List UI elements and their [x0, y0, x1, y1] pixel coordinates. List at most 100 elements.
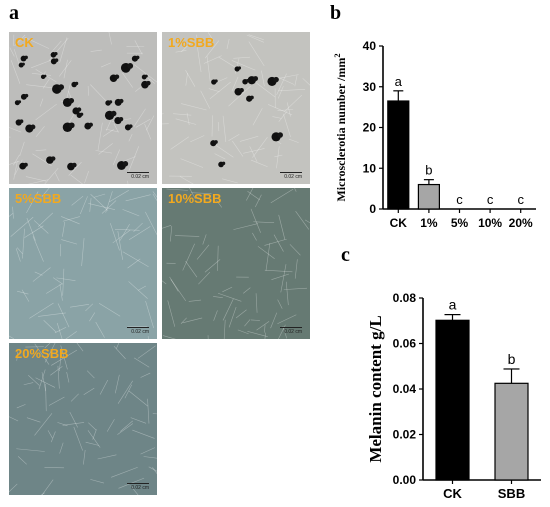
y-tick-label: 0.00	[393, 473, 417, 487]
microsclerotium-dot	[250, 95, 254, 100]
y-tick-label: 20	[363, 121, 377, 135]
scale-bar	[280, 172, 302, 173]
bar	[494, 382, 529, 481]
microsclerotium-dot	[54, 52, 58, 56]
micrograph-texture	[9, 188, 157, 339]
significance-letter: a	[395, 74, 403, 89]
y-axis-label: Melanin content g/L	[366, 315, 385, 462]
y-tick-label: 0.06	[393, 337, 417, 351]
microsclerotium-dot	[30, 124, 36, 130]
microsclerotium-dot	[135, 55, 140, 60]
microsclerotium-dot	[273, 76, 279, 83]
panel-c-letter: c	[341, 244, 350, 266]
significance-letter: b	[508, 351, 516, 367]
microsclerotium-dot	[118, 117, 124, 122]
microsclerotium-dot	[127, 62, 134, 69]
micrograph-10-sbb: 10%SBB 0.02 cm	[162, 188, 310, 339]
microsclerotium-dot	[50, 156, 56, 161]
microsclerotium-dot	[43, 74, 47, 78]
microsclerotium-dot	[114, 74, 120, 80]
panel-b-letter: b	[330, 2, 342, 24]
microsclerotium-dot	[239, 87, 244, 93]
hyphae-texture	[9, 343, 157, 495]
microsclerotium-dot	[68, 122, 75, 129]
microsclerotium-dot	[144, 74, 148, 78]
microsclerotium-dot	[245, 78, 250, 83]
hyphae-texture	[162, 188, 310, 339]
x-tick-label: CK	[390, 216, 408, 230]
x-tick-label: 1%	[420, 216, 438, 230]
y-tick-label: 30	[363, 80, 377, 94]
scale-bar	[280, 327, 302, 328]
scale-text: 0.02 cm	[284, 174, 302, 180]
micrograph-texture	[9, 343, 157, 495]
microsclerotium-dot	[128, 124, 133, 129]
microsclerotium-dot	[108, 100, 113, 104]
microsclerotium-dot	[122, 161, 129, 167]
micrograph-5-sbb: 5%SBB 0.02 cm	[9, 188, 157, 339]
microsclerotium-dot	[54, 58, 59, 62]
microsclerotium-dot	[146, 80, 151, 86]
micrograph-label: 10%SBB	[168, 191, 222, 206]
microsclerotium-dot	[214, 79, 218, 83]
micrograph-20-sbb: 20%SBB 0.02 cm	[9, 343, 157, 495]
microsclerotium-dot	[72, 162, 77, 168]
scale-bar	[127, 172, 149, 173]
significance-letter: c	[517, 192, 524, 207]
microsclerotium-dot	[24, 55, 28, 60]
y-tick-label: 10	[363, 161, 377, 175]
micrograph-label: CK	[15, 35, 34, 50]
microsclerotium-dot	[19, 119, 24, 124]
microsclerotium-dot	[110, 110, 117, 117]
scale-text: 0.02 cm	[284, 329, 302, 335]
microsclerotium-dot	[221, 161, 226, 166]
microsclerotium-dot	[21, 62, 25, 66]
x-tick-label: CK	[443, 486, 462, 501]
scale-bar	[127, 327, 149, 328]
bar	[435, 319, 470, 481]
y-tick-label: 40	[363, 39, 377, 53]
y-axis-label: Microsclerotia number /mm2	[333, 53, 348, 201]
x-tick-label: 20%	[509, 216, 533, 230]
panel-a-letter: a	[9, 2, 19, 24]
microsclerotium-dot	[80, 112, 84, 116]
microsclerotium-dot	[68, 97, 75, 104]
scale-bar	[127, 483, 149, 484]
significance-letter: c	[456, 192, 463, 207]
significance-letter: b	[425, 163, 432, 178]
micrograph-label: 1%SBB	[168, 35, 215, 50]
micrograph-texture	[9, 32, 157, 184]
micrograph-label: 20%SBB	[15, 346, 69, 361]
microsclerotium-dot	[88, 122, 93, 127]
microsclerotium-dot	[253, 76, 259, 82]
microsclerotium-dot	[58, 84, 65, 90]
micrograph-background	[9, 343, 157, 495]
microsclerotium-dot	[214, 140, 218, 144]
x-tick-label: 5%	[451, 216, 469, 230]
scale-text: 0.02 cm	[131, 329, 149, 335]
micrograph-background	[9, 188, 157, 339]
micrograph-label: 5%SBB	[15, 191, 62, 206]
y-tick-label: 0.02	[393, 428, 417, 442]
microsclerotium-dot	[74, 81, 79, 86]
microsclerotium-dot	[119, 98, 124, 104]
hyphae-texture	[9, 32, 157, 184]
microsclerotium-dot	[77, 107, 82, 112]
microsclerotium-dot	[18, 100, 22, 104]
micrograph-background	[162, 188, 310, 339]
y-tick-label: 0.04	[393, 382, 417, 396]
microsclerotium-dot	[23, 162, 28, 167]
micrograph-texture	[162, 188, 310, 339]
microsclerotium-dot	[277, 132, 283, 138]
y-tick-label: 0.08	[393, 291, 417, 305]
scale-text: 0.02 cm	[131, 485, 149, 491]
hyphae-texture	[9, 188, 157, 339]
microsclerotium-dot	[237, 66, 242, 70]
significance-letter: c	[487, 192, 494, 207]
microsclerotium-dot	[24, 93, 29, 98]
micrograph-background	[162, 32, 310, 184]
micrograph-texture	[162, 32, 310, 184]
micrograph-1-sbb: 1%SBB 0.02 cm	[162, 32, 310, 184]
